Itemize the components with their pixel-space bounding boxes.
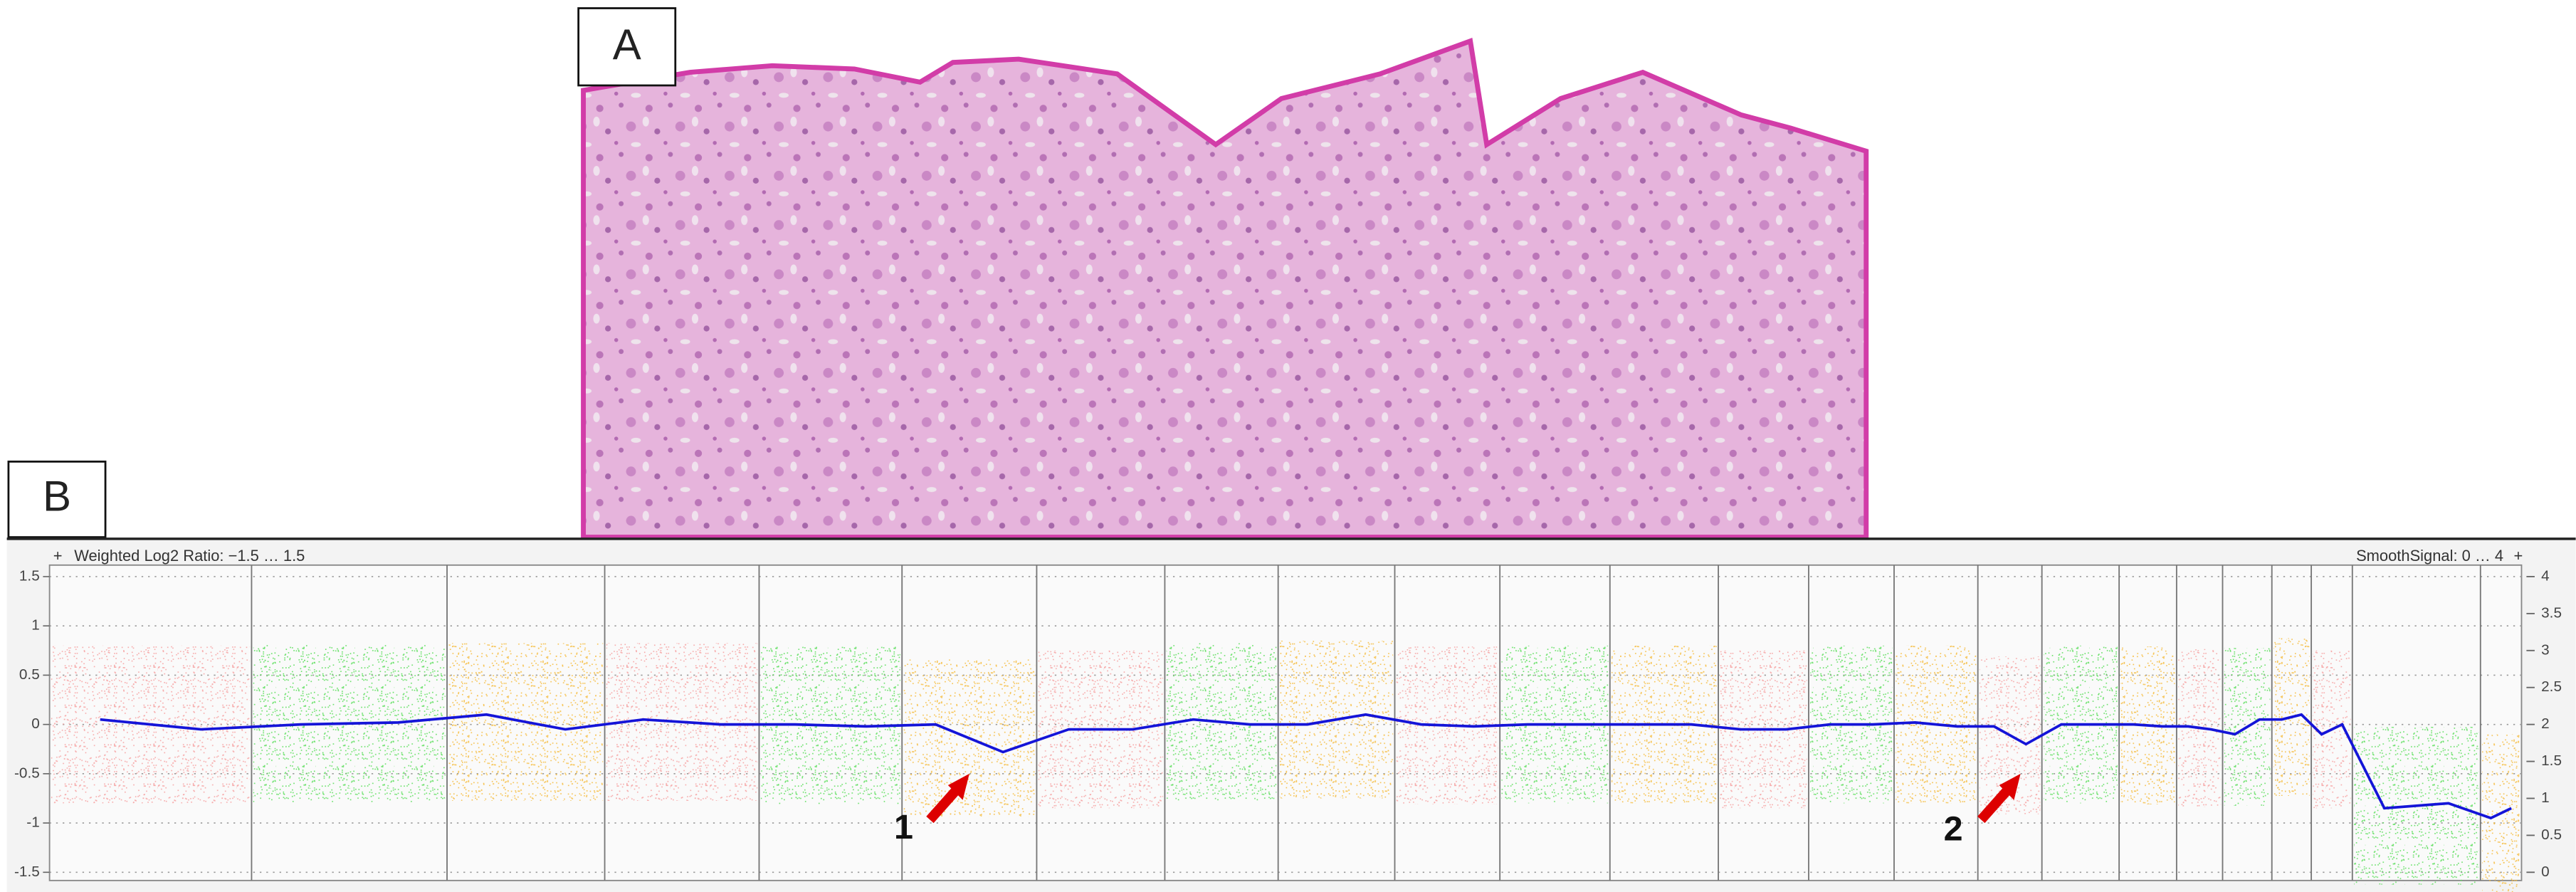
y-tick-label: 0 (31, 715, 40, 732)
y2-tick-label: 0.5 (2541, 827, 2562, 843)
annotation: 2 (1944, 809, 1963, 848)
label-box (577, 7, 677, 87)
arrow (1977, 773, 2021, 824)
y-tick-label: 1 (31, 617, 40, 634)
label-box (7, 461, 107, 538)
y2-tick-label: 2.5 (2541, 678, 2562, 695)
plot: 1.5 1 0.5 0 -0.5 -1 -1.5 4 3.5 3 2.5 2 1.5 1 0.5 0 (14, 565, 2562, 892)
y-tick-label: -1 (26, 814, 39, 831)
y2-tick-label: 1.5 (2541, 752, 2562, 769)
y-tick-label: -1.5 (14, 864, 40, 880)
y-tick-label: 0.5 (19, 666, 40, 683)
axis-title: SmoothSignal: 0 … 4 (2356, 547, 2503, 565)
y2-tick-label: 3.5 (2541, 604, 2562, 621)
toggle[interactable]: + (53, 547, 63, 565)
y-tick-label: 1.5 (19, 567, 40, 584)
histology-image (581, 38, 1869, 540)
panel-label: B (43, 472, 71, 520)
annotation: 1 (894, 808, 913, 846)
y2-tick-label: 1 (2541, 789, 2550, 806)
panel-label: A (613, 21, 641, 68)
y2-tick-label: 2 (2541, 715, 2550, 732)
toggle[interactable]: + (2513, 547, 2523, 565)
y2-tick-label: 4 (2541, 567, 2550, 584)
y2-tick-label: 0 (2541, 864, 2550, 880)
signal-line (100, 713, 2512, 820)
y-tick-label: -0.5 (14, 765, 40, 781)
arrow (926, 773, 969, 824)
y2-tick-label: 3 (2541, 641, 2550, 658)
axis-title: Weighted Log2 Ratio: −1.5 … 1.5 (74, 547, 305, 565)
